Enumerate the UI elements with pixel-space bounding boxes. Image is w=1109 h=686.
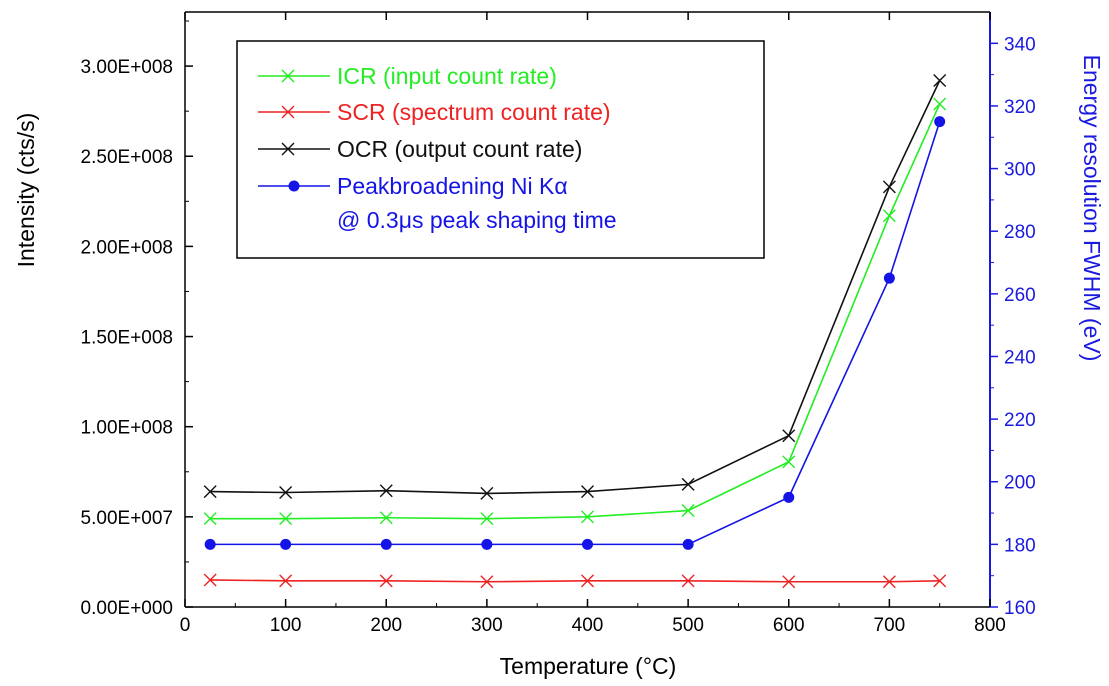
- data-point: [782, 429, 796, 443]
- legend-label-line2: @ 0.3μs peak shaping time: [337, 207, 617, 233]
- data-point: [379, 574, 393, 588]
- axes: 0 100 200 300 400 500 600 700 800 0.00E+000 5.00E+…: [81, 11, 1036, 636]
- x-tick-label: 800: [974, 615, 1006, 636]
- data-point: [481, 538, 493, 550]
- y2-tick-label: 180: [1004, 535, 1036, 556]
- series-layer: [203, 74, 947, 589]
- series-3: [203, 74, 947, 500]
- series-4: [204, 116, 946, 550]
- data-point: [204, 538, 216, 550]
- y2-tick-label: 340: [1004, 34, 1036, 55]
- series-1: [203, 97, 947, 526]
- y2-tick-label: 160: [1004, 598, 1036, 619]
- legend-item-2: SCR (spectrum count rate): [258, 99, 611, 125]
- series-2: [203, 573, 947, 589]
- data-point: [882, 209, 896, 223]
- data-point: [782, 455, 796, 469]
- y2-tick-label: 240: [1004, 347, 1036, 368]
- legend-marker: [288, 180, 300, 192]
- legend-item-4: Peakbroadening Ni Kα @ 0.3μs peak shaping…: [258, 173, 617, 233]
- y2-tick-label: 280: [1004, 222, 1036, 243]
- y2-tick-label: 220: [1004, 410, 1036, 431]
- data-point: [480, 512, 494, 526]
- y2-tick-label: 260: [1004, 285, 1036, 306]
- data-point: [681, 574, 695, 588]
- data-point: [581, 510, 594, 524]
- data-point: [379, 511, 393, 525]
- data-point: [934, 116, 946, 128]
- data-point: [279, 486, 293, 500]
- data-point: [681, 477, 695, 491]
- y2-tick-label: 300: [1004, 160, 1036, 181]
- data-point: [379, 484, 393, 498]
- y-tick-label: 1.00E+008: [81, 418, 173, 439]
- y-tick-label: 0.00E+000: [81, 598, 173, 619]
- data-point: [882, 180, 896, 194]
- legend-label: OCR (output count rate): [337, 136, 582, 162]
- y2-tick-label: 320: [1004, 97, 1036, 118]
- data-point: [203, 485, 217, 499]
- x-tick-label: 400: [572, 615, 604, 636]
- x-tick-label: 300: [471, 615, 503, 636]
- y2-axis-title: Energy resolution FWHM (eV): [1079, 55, 1105, 362]
- data-point: [933, 574, 947, 588]
- y-tick-label: 2.00E+008: [81, 237, 173, 258]
- data-point: [203, 512, 217, 526]
- legend-item-3: OCR (output count rate): [258, 136, 582, 162]
- data-point: [783, 491, 795, 503]
- legend-marker: [281, 142, 295, 156]
- y-tick-label: 5.00E+007: [81, 508, 173, 529]
- y-tick-label: 1.50E+008: [81, 328, 173, 349]
- legend-item-1: ICR (input count rate): [258, 63, 557, 89]
- data-point: [883, 272, 895, 284]
- data-point: [581, 574, 594, 588]
- data-point: [782, 575, 796, 589]
- data-point: [933, 74, 947, 88]
- data-point: [480, 486, 494, 500]
- data-point: [280, 538, 292, 550]
- legend-label: Peakbroadening Ni Kα: [337, 173, 568, 199]
- data-point: [203, 573, 217, 587]
- data-point: [933, 97, 947, 111]
- x-tick-label: 0: [180, 615, 191, 636]
- data-point: [682, 538, 694, 550]
- x-tick-label: 600: [773, 615, 805, 636]
- data-point: [582, 538, 593, 550]
- data-point: [581, 485, 594, 499]
- legend-marker: [281, 105, 295, 119]
- legend-marker: [281, 69, 295, 83]
- y-tick-label: 3.00E+008: [81, 57, 173, 78]
- legend-label: SCR (spectrum count rate): [337, 99, 611, 125]
- x-tick-label: 200: [370, 615, 402, 636]
- y-axis-title: Intensity (cts/s): [13, 113, 39, 268]
- x-tick-label: 100: [270, 615, 302, 636]
- y2-tick-label: 200: [1004, 473, 1036, 494]
- data-point: [882, 575, 896, 589]
- data-point: [480, 575, 494, 589]
- y-tick-label: 2.50E+008: [81, 147, 173, 168]
- x-tick-label: 500: [672, 615, 704, 636]
- legend: ICR (input count rate) SCR (spectrum coun…: [236, 40, 765, 259]
- legend-label: ICR (input count rate): [337, 63, 557, 89]
- x-axis-title: Temperature (°C): [500, 653, 677, 679]
- series-line: [210, 579, 940, 583]
- data-point: [380, 538, 392, 550]
- data-point: [279, 512, 293, 526]
- data-point: [279, 574, 293, 588]
- data-point: [681, 504, 695, 518]
- x-tick-label: 700: [874, 615, 906, 636]
